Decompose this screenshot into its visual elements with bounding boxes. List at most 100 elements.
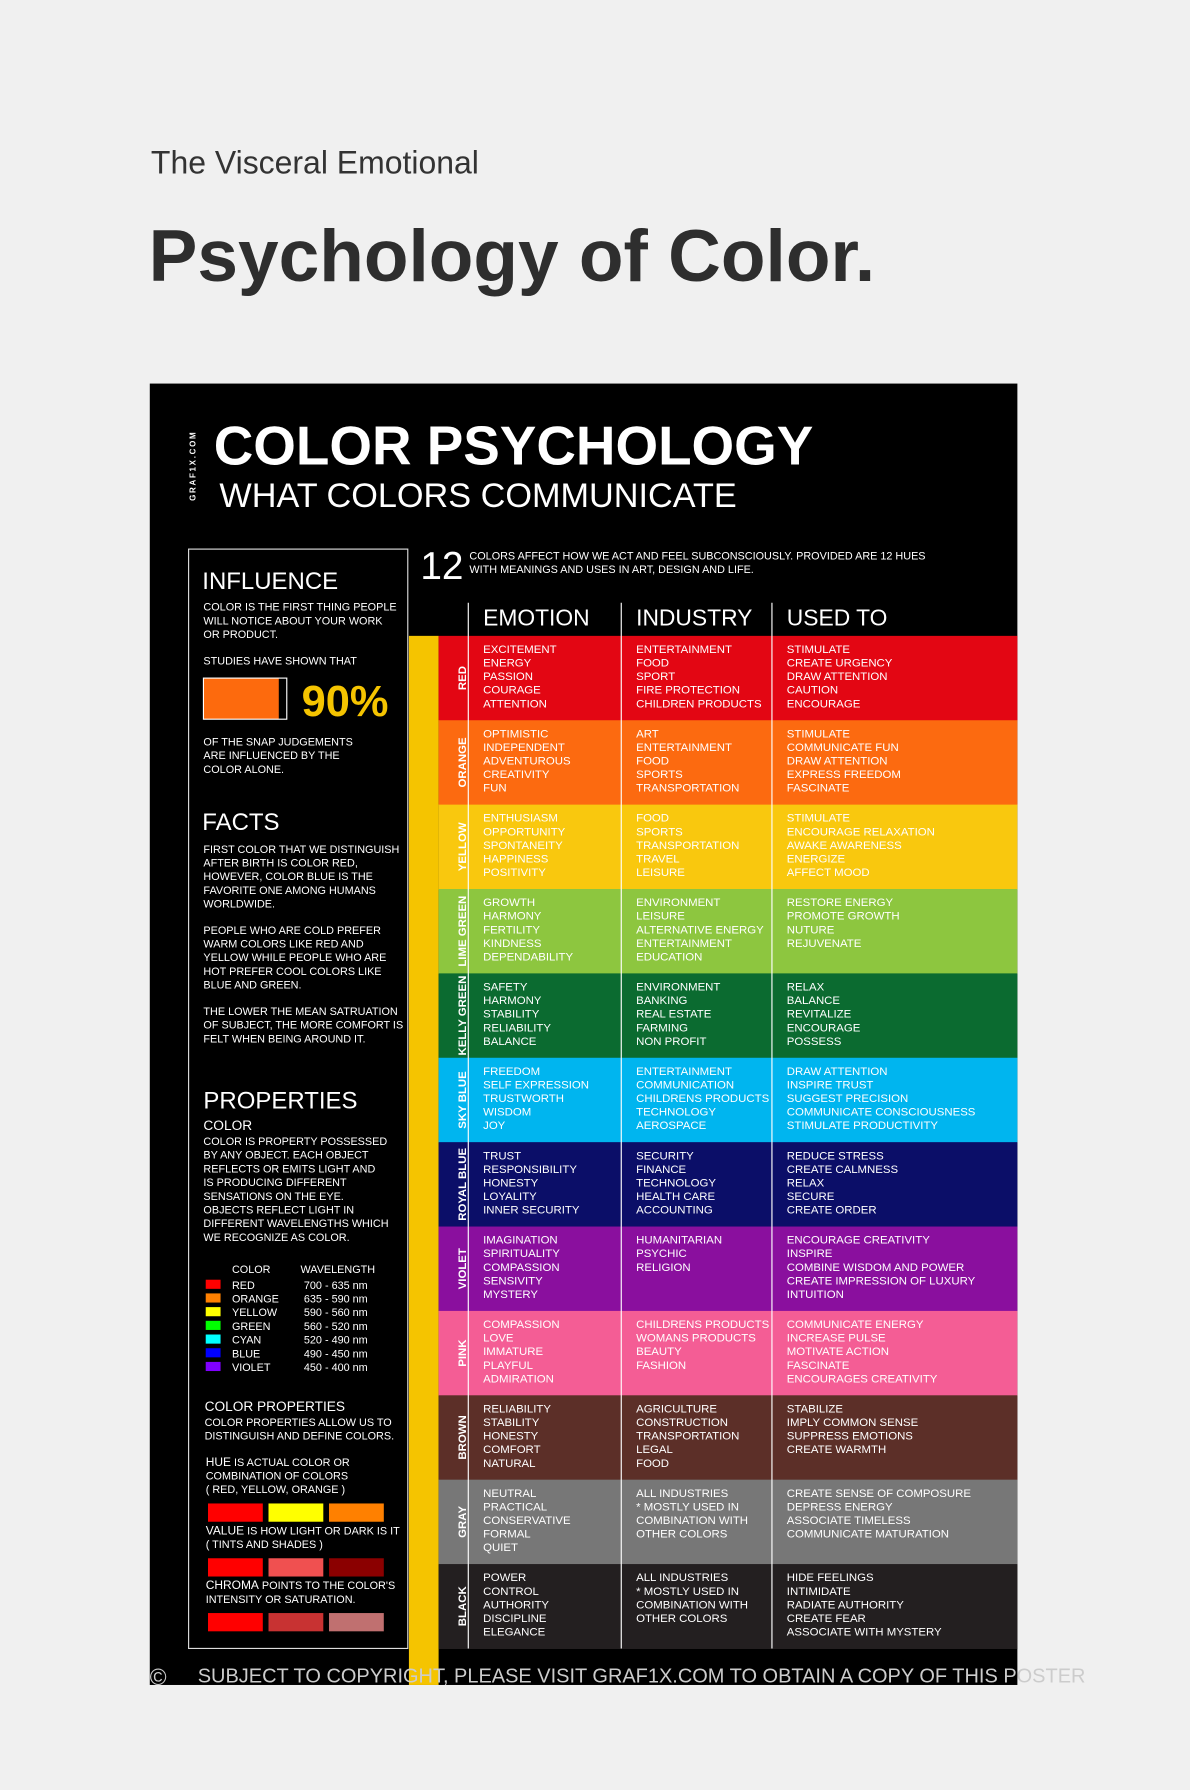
row-item: FARMING	[636, 1022, 688, 1034]
row-item: DRAW ATTENTION	[787, 671, 888, 683]
row-item: GROWTH	[483, 897, 535, 909]
row-item: INDEPENDENT	[483, 742, 565, 754]
wavelength-name: RED	[232, 1280, 255, 1292]
row-item: BALANCE	[483, 1036, 537, 1048]
intro-text: WITH MEANINGS AND USES IN ART, DESIGN AN…	[469, 564, 753, 576]
wavelength-range: 700 - 635 nm	[304, 1280, 368, 1292]
row-item: RELAX	[787, 1177, 825, 1189]
sidebar-text: COLOR PROPERTIES ALLOW US TO	[205, 1417, 392, 1429]
row-item: FOOD	[636, 756, 669, 768]
wavelength-range: 590 - 560 nm	[304, 1307, 368, 1319]
sidebar-text: OF THE SNAP JUDGEMENTS	[203, 736, 352, 748]
row-item: TRUSTWORTH	[483, 1093, 564, 1105]
row-item: ENTERTAINMENT	[636, 938, 732, 950]
sidebar-text: IS PRODUCING DIFFERENT	[203, 1177, 347, 1189]
wavelength-name: YELLOW	[232, 1307, 278, 1319]
row-item: LOVE	[483, 1333, 514, 1345]
row-item: AWAKE AWARENESS	[787, 840, 902, 852]
row-item: FERTILITY	[483, 924, 540, 936]
wavelength-name: ORANGE	[232, 1294, 279, 1306]
wavelength-swatch	[205, 1348, 221, 1358]
property-text: POINTS TO THE COLOR'S	[259, 1580, 395, 1592]
row-item: COURAGE	[483, 685, 541, 697]
property-text: COMBINATION OF COLORS	[206, 1470, 348, 1482]
row-item: INSPIRE TRUST	[787, 1079, 874, 1091]
wavelength-swatch	[205, 1334, 221, 1344]
row-item: DISCIPLINE	[483, 1613, 547, 1625]
row-item: CREATE FEAR	[787, 1613, 866, 1625]
section-subtitle: COLOR	[203, 1118, 252, 1133]
row-item: LEGAL	[636, 1444, 673, 1456]
row-item: OPPORTUNITY	[483, 826, 566, 838]
property-swatch	[208, 1558, 263, 1577]
row-item: STABILIZE	[787, 1403, 844, 1415]
color-row	[438, 1395, 1018, 1481]
row-item: CAUTION	[787, 685, 838, 697]
row-item: COMBINATION WITH	[636, 1515, 748, 1527]
color-row	[438, 889, 1018, 974]
row-item: ENTERTAINMENT	[636, 1066, 732, 1078]
row-item: COMBINATION WITH	[636, 1599, 748, 1611]
property-line: ( TINTS AND SHADES )	[206, 1539, 323, 1551]
row-label: LIME GREEN	[457, 896, 469, 967]
sidebar-text: OBJECTS REFLECT LIGHT IN	[203, 1205, 354, 1217]
row-item: CHILDRENS PRODUCTS	[636, 1319, 769, 1331]
row-item: COMFORT	[483, 1444, 540, 1456]
color-row	[438, 973, 1018, 1059]
row-item: AEROSPACE	[636, 1120, 707, 1132]
brand: GRAF1X.COM	[188, 431, 197, 501]
row-item: ADVENTUROUS	[483, 756, 571, 768]
wavelength-name: VIOLET	[232, 1362, 271, 1374]
section-subtitle: COLOR PROPERTIES	[205, 1399, 345, 1414]
row-item: CREATE WARMTH	[787, 1444, 886, 1456]
sidebar-text: DIFFERENT WAVELENGTHS WHICH	[203, 1218, 388, 1230]
poster-subtitle: WHAT COLORS COMMUNICATE	[219, 477, 736, 515]
property-text: IS HOW LIGHT OR DARK IS IT	[244, 1525, 400, 1537]
row-item: FASHION	[636, 1360, 686, 1372]
row-item: IMAGINATION	[483, 1235, 558, 1247]
row-label: ROYAL BLUE	[457, 1148, 469, 1221]
row-item: ACCOUNTING	[636, 1205, 713, 1217]
row-item: CHILDREN PRODUCTS	[636, 698, 762, 710]
sidebar-text: STUDIES HAVE SHOWN THAT	[203, 655, 357, 667]
color-row	[438, 1479, 1018, 1565]
property-line: CHROMA POINTS TO THE COLOR'S	[206, 1578, 395, 1592]
row-label: BLACK	[457, 1586, 469, 1627]
section-title: FACTS	[202, 809, 279, 836]
row-item: INTIMIDATE	[787, 1586, 851, 1598]
row-item: EXPRESS FREEDOM	[787, 769, 901, 781]
property-swatch	[268, 1613, 324, 1632]
row-item: TRANSPORTATION	[636, 783, 739, 795]
property-term: HUE	[206, 1455, 231, 1469]
row-item: ENCOURAGE CREATIVITY	[787, 1235, 930, 1247]
row-item: STABILITY	[483, 1009, 540, 1021]
row-item: ATTENTION	[483, 698, 547, 710]
row-item: LEISURE	[636, 911, 685, 923]
wavelength-range: 635 - 590 nm	[304, 1294, 368, 1306]
row-item: FREEDOM	[483, 1066, 540, 1078]
sidebar-text: COLOR ALONE.	[203, 764, 284, 776]
row-item: FIRE PROTECTION	[636, 685, 740, 697]
row-item: REJUVENATE	[787, 938, 862, 950]
row-item: FOOD	[636, 658, 669, 670]
row-item: MOTIVATE ACTION	[787, 1346, 889, 1358]
column-header: USED TO	[787, 605, 888, 631]
row-item: SPONTANEITY	[483, 840, 563, 852]
row-item: EXCITEMENT	[483, 644, 557, 656]
sidebar-box	[188, 548, 409, 1650]
property-text: IS ACTUAL COLOR OR	[231, 1457, 350, 1469]
row-item: WOMANS PRODUCTS	[636, 1333, 756, 1345]
row-item: * MOSTLY USED IN	[636, 1586, 739, 1598]
sidebar-text: OR PRODUCT.	[203, 629, 278, 641]
row-item: INNER SECURITY	[483, 1205, 580, 1217]
row-item: RELIABILITY	[483, 1403, 551, 1415]
sidebar-text: OF SUBJECT, THE MORE COMFORT IS	[203, 1020, 403, 1032]
row-item: OTHER COLORS	[636, 1613, 728, 1625]
wavelength-range: 450 - 400 nm	[304, 1362, 368, 1374]
row-item: HONESTY	[483, 1177, 539, 1189]
row-item: REVITALIZE	[787, 1009, 852, 1021]
sidebar-text: FIRST COLOR THAT WE DISTINGUISH	[203, 844, 399, 856]
row-item: CREATE URGENCY	[787, 658, 893, 670]
